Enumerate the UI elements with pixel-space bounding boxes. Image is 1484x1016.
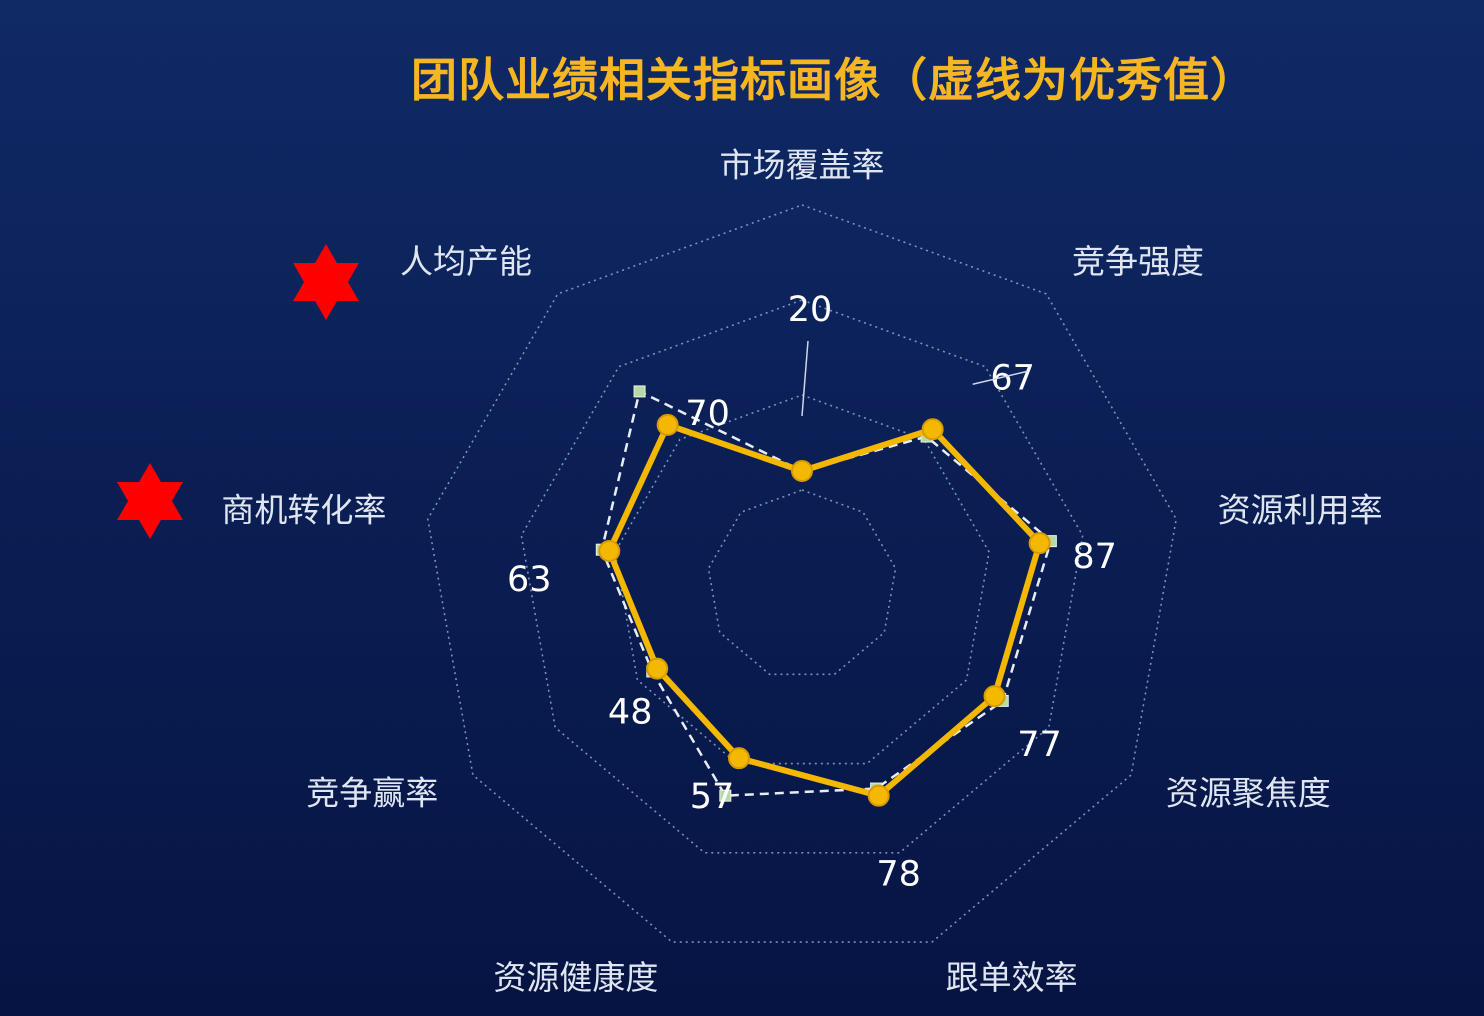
leader-line [972, 370, 1028, 385]
value-label: 87 [1072, 537, 1117, 577]
axis-label: 人均产能 [400, 242, 532, 281]
value-label: 57 [690, 777, 735, 817]
highlight-stars [117, 244, 359, 539]
grid-ring [520, 299, 1084, 854]
axis-label: 资源利用率 [1218, 491, 1383, 530]
reference-line [600, 389, 1053, 797]
reference-point [719, 789, 732, 802]
data-point [656, 413, 679, 436]
axis-label: 市场覆盖率 [720, 146, 885, 185]
axis-label: 竞争强度 [1072, 242, 1204, 281]
value-label: 77 [1017, 725, 1062, 765]
grid-ring [614, 394, 990, 765]
axis-label: 竞争赢率 [306, 774, 438, 813]
data-point [1028, 532, 1051, 555]
reference-point [633, 385, 646, 398]
data-point [791, 460, 813, 482]
actual-series [598, 413, 1051, 807]
data-point [646, 657, 669, 680]
value-label: 20 [788, 290, 833, 330]
reference-series [595, 385, 1057, 802]
star-triangle [117, 482, 183, 539]
data-point [598, 540, 621, 563]
axis-label: 资源健康度 [493, 958, 658, 997]
chart-title: 团队业绩相关指标画像（虚线为优秀值） [411, 53, 1257, 107]
radar-grid [426, 204, 1178, 943]
grid-ring [707, 489, 897, 676]
data-point [727, 747, 750, 770]
value-label: 70 [685, 394, 730, 434]
value-label: 63 [507, 560, 552, 600]
star-triangle [293, 263, 359, 320]
value-label: 48 [608, 693, 653, 733]
data-point [867, 784, 890, 807]
data-point [983, 685, 1006, 708]
star-icon [293, 244, 359, 320]
star-icon [117, 463, 183, 539]
axis-label: 资源聚焦度 [1166, 774, 1331, 813]
series-line [606, 421, 1043, 799]
axis-label: 商机转化率 [221, 491, 386, 530]
data-point [921, 418, 944, 441]
axis-label: 跟单效率 [946, 958, 1078, 997]
leader-line [801, 340, 809, 417]
value-label: 78 [876, 855, 921, 895]
